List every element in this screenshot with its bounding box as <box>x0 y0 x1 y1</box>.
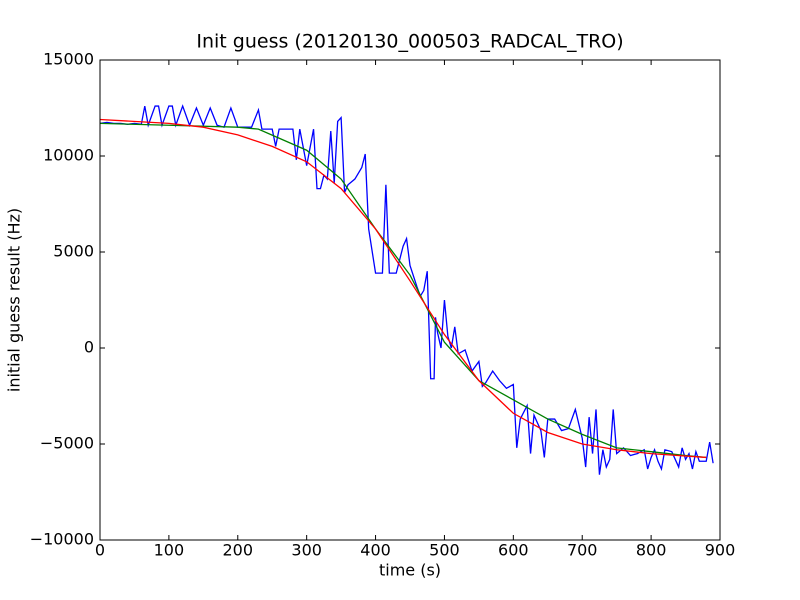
y-axis-label: initial guess result (Hz) <box>5 208 24 392</box>
x-tick-label: 600 <box>498 541 529 560</box>
chart-title: Init guess (20120130_000503_RADCAL_TRO) <box>196 31 623 53</box>
data-line <box>99 118 707 459</box>
y-tick-label: −10000 <box>30 530 94 549</box>
y-tick-label: −5000 <box>40 434 94 453</box>
x-axis-label: time (s) <box>379 561 441 580</box>
x-tick-label: 0 <box>95 541 105 560</box>
y-tick-label: 15000 <box>43 50 94 69</box>
data-line <box>99 122 707 459</box>
y-tick-label: 5000 <box>53 242 94 261</box>
x-tick-label: 100 <box>154 541 185 560</box>
x-tick-label: 400 <box>360 541 391 560</box>
x-tick-label: 900 <box>705 541 736 560</box>
x-tick-label: 800 <box>636 541 667 560</box>
x-tick-label: 200 <box>223 541 254 560</box>
x-tick-label: 700 <box>567 541 598 560</box>
x-tick-label: 300 <box>291 541 322 560</box>
y-tick-label: 10000 <box>43 146 94 165</box>
plot-frame <box>99 59 721 541</box>
y-tick-label: 0 <box>84 338 94 357</box>
x-tick-label: 500 <box>429 541 460 560</box>
